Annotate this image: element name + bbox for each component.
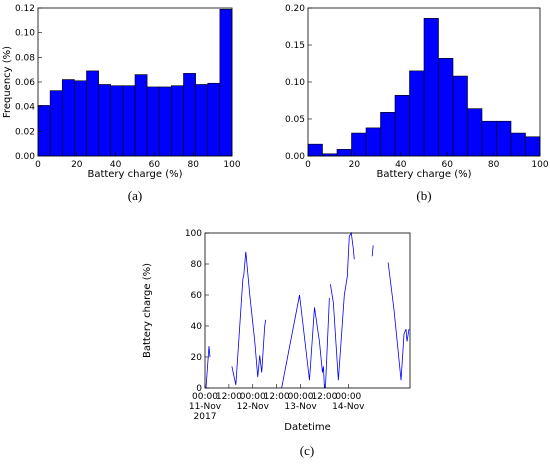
bar xyxy=(307,143,323,157)
bar xyxy=(409,70,425,157)
y-tick-label: 0 xyxy=(196,384,202,394)
x-tick-label: 60 xyxy=(441,160,453,170)
tick-label-line: 00:00 xyxy=(240,392,266,402)
x-tick-label: 80 xyxy=(187,160,199,170)
bar xyxy=(336,149,352,157)
tick-label-line: 00:00 xyxy=(288,392,314,402)
caption: (a) xyxy=(128,188,142,203)
x-axis-label: Battery charge (%) xyxy=(376,169,471,180)
x-axis-label: Battery charge (%) xyxy=(87,169,182,180)
bar xyxy=(423,18,439,157)
bar xyxy=(122,85,136,157)
bar xyxy=(110,85,124,157)
x-tick-label: 12:00 xyxy=(216,392,242,402)
x-tick-label: 20 xyxy=(71,160,83,170)
bar xyxy=(195,84,209,157)
axes-frame xyxy=(204,232,411,389)
bar xyxy=(496,120,512,157)
bar xyxy=(481,120,497,157)
bar xyxy=(146,86,160,157)
tick-label-line: 00:00 xyxy=(335,392,361,402)
tick-label-line: 11-Nov xyxy=(189,402,222,412)
y-tick-label: 60 xyxy=(191,291,203,301)
tick-label-line: 00:00 xyxy=(192,392,218,402)
bar xyxy=(37,105,51,157)
bar xyxy=(98,84,112,157)
y-tick-label: 0.08 xyxy=(15,53,35,63)
bar xyxy=(61,79,75,157)
y-tick-label: 0.15 xyxy=(285,41,305,51)
x-tick-label: 0 xyxy=(35,160,41,170)
bar xyxy=(525,136,541,157)
x-tick-label: 100 xyxy=(531,160,548,170)
y-tick-label: 0.10 xyxy=(285,78,305,88)
x-tick-label: 00:00 11-Nov 2017 xyxy=(189,392,222,422)
x-tick-label: 40 xyxy=(395,160,407,170)
x-tick-label: 12:00 xyxy=(264,392,290,402)
x-tick-label: 40 xyxy=(110,160,122,170)
y-tick-label: 0.00 xyxy=(15,152,35,162)
x-tick-label: 00:00 14-Nov xyxy=(332,392,365,412)
x-tick-label: 12:00 xyxy=(311,392,337,402)
y-tick-label: 0.12 xyxy=(15,4,35,14)
y-axis-label: Frequency (%) xyxy=(2,46,13,118)
bar xyxy=(452,75,468,157)
y-tick-label: 0.20 xyxy=(285,4,305,14)
y-tick-label: 40 xyxy=(191,322,203,332)
y-tick-label: 0.02 xyxy=(15,127,35,137)
tick-label-line: 14-Nov xyxy=(332,402,365,412)
y-tick-label: 100 xyxy=(185,229,202,239)
tick-label-line: 13-Nov xyxy=(284,402,317,412)
bar xyxy=(207,82,221,157)
x-tick-label: 100 xyxy=(223,160,240,170)
bar xyxy=(158,86,172,157)
y-tick-label: 80 xyxy=(191,260,203,270)
y-tick-label: 20 xyxy=(191,353,203,363)
x-tick-label: 00:00 13-Nov xyxy=(284,392,317,412)
tick-label-line: 12-Nov xyxy=(237,402,270,412)
x-tick-label: 80 xyxy=(488,160,500,170)
bar xyxy=(86,70,99,157)
bar xyxy=(134,74,148,157)
y-tick-label: 0.06 xyxy=(15,78,35,88)
bar xyxy=(219,8,233,157)
bar xyxy=(438,58,454,157)
x-axis-label: Datetime xyxy=(284,422,331,433)
x-tick-label: 60 xyxy=(149,160,161,170)
x-tick-label: 00:00 12-Nov xyxy=(237,392,270,412)
bar xyxy=(183,73,196,157)
bar xyxy=(49,90,63,157)
bar xyxy=(510,132,526,157)
bar xyxy=(351,132,367,157)
caption: (c) xyxy=(300,443,314,458)
bar xyxy=(467,108,483,157)
x-tick-label: 20 xyxy=(349,160,361,170)
x-tick-label: 0 xyxy=(305,160,311,170)
y-axis-label: Battery charge (%) xyxy=(142,263,153,358)
y-tick-label: 0.10 xyxy=(15,29,35,39)
bar xyxy=(365,127,381,157)
bar xyxy=(380,112,396,157)
tick-label-line: 2017 xyxy=(194,412,217,422)
y-tick-label: 0.05 xyxy=(285,115,305,125)
bar xyxy=(171,85,184,157)
caption: (b) xyxy=(416,188,431,203)
bar xyxy=(394,95,410,157)
bar xyxy=(74,80,87,157)
line xyxy=(205,231,410,389)
y-tick-label: 0.04 xyxy=(15,103,35,113)
y-tick-label: 0.00 xyxy=(285,152,305,162)
